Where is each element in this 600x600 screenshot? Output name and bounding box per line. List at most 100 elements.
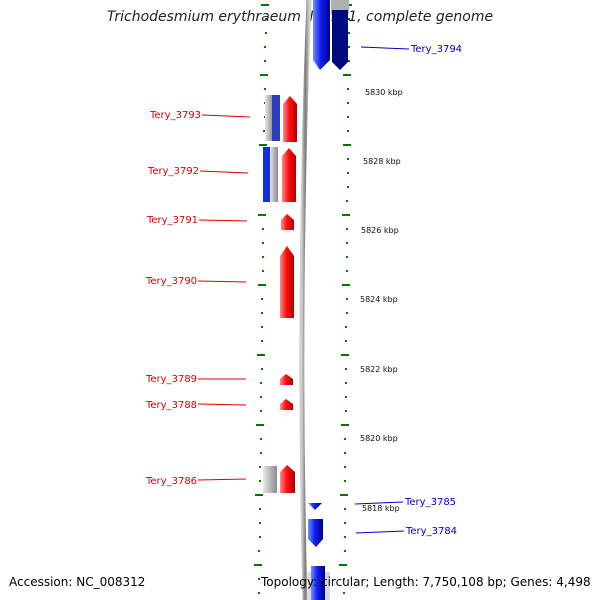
label-leader-line xyxy=(201,114,251,118)
gc-dot xyxy=(261,368,263,370)
gc-dot xyxy=(347,186,349,188)
gc-dot xyxy=(264,46,266,48)
gc-dot xyxy=(348,46,350,48)
label-leader-line xyxy=(199,170,249,174)
blast-hit-gray xyxy=(265,95,273,141)
gene-arrow-tery-3790[interactable] xyxy=(280,246,294,318)
gene-arrow-tery-3784[interactable] xyxy=(308,519,323,547)
scale-tick-label: 5820 kbp xyxy=(360,434,398,443)
blast-hit-gray xyxy=(263,466,277,493)
gc-dot xyxy=(346,270,348,272)
gc-dot xyxy=(259,480,261,482)
label-leader-line xyxy=(197,403,247,406)
label-leader-line xyxy=(197,478,247,481)
gene-label-tery-3784[interactable]: Tery_3784 xyxy=(405,526,457,537)
gene-label-tery-3791[interactable]: Tery_3791 xyxy=(146,215,198,226)
scale-tick-label: 5830 kbp xyxy=(365,88,403,97)
gene-arrow-tery-3793[interactable] xyxy=(283,96,297,142)
gc-dot xyxy=(347,116,349,118)
gene-label-tery-3794[interactable]: Tery_3794 xyxy=(410,44,462,55)
gene-arrow-tery-3785[interactable] xyxy=(308,503,322,510)
scale-tick-label: 5818 kbp xyxy=(362,504,400,513)
gc-dot xyxy=(343,578,345,580)
gc-dot xyxy=(258,592,260,594)
gc-dot xyxy=(261,298,263,300)
gc-content-track-left xyxy=(254,4,269,594)
gc-dot xyxy=(259,522,261,524)
label-leader-line xyxy=(355,530,405,534)
gc-dot xyxy=(258,578,260,580)
gc-dot xyxy=(344,438,346,440)
gc-dot xyxy=(345,382,347,384)
gc-dot xyxy=(255,494,263,496)
gc-dot xyxy=(345,326,347,328)
gc-dot xyxy=(346,242,348,244)
gene-label-tery-3790[interactable]: Tery_3790 xyxy=(145,276,197,287)
gc-dot xyxy=(346,256,348,258)
gc-dot xyxy=(259,536,261,538)
gene-label-tery-3788[interactable]: Tery_3788 xyxy=(145,400,197,411)
gc-dot xyxy=(344,550,346,552)
gc-content-track-right xyxy=(339,4,352,594)
gene-label-tery-3785[interactable]: Tery_3785 xyxy=(404,497,456,508)
gc-dot xyxy=(261,4,269,6)
gene-label-tery-3792[interactable]: Tery_3792 xyxy=(147,166,199,177)
gc-dot xyxy=(345,410,347,412)
gc-dot xyxy=(344,522,346,524)
gene-arrow-tery-3786[interactable] xyxy=(280,465,295,493)
gc-dot xyxy=(344,480,346,482)
gc-dot xyxy=(348,18,350,20)
scale-tick-label: 5828 kbp xyxy=(363,157,401,166)
gc-dot xyxy=(344,536,346,538)
gc-dot xyxy=(341,424,349,426)
gc-dot xyxy=(347,158,349,160)
scale-tick-label: 5822 kbp xyxy=(360,365,398,374)
gc-dot xyxy=(265,18,267,20)
gc-dot xyxy=(348,60,350,62)
gene-arrow-tery-3792[interactable] xyxy=(282,148,296,202)
gc-dot xyxy=(339,564,347,566)
gc-dot xyxy=(347,130,349,132)
gc-dot xyxy=(257,354,265,356)
gc-dot xyxy=(348,32,350,34)
gc-dot xyxy=(341,354,349,356)
gc-dot xyxy=(347,172,349,174)
gc-dot xyxy=(346,298,348,300)
gene-label-tery-3793[interactable]: Tery_3793 xyxy=(149,110,201,121)
blast-hit-blue xyxy=(263,147,270,202)
label-leader-line xyxy=(360,46,410,50)
topology-text: Topology: circular; Length: 7,750,108 bp… xyxy=(261,575,591,589)
genome-backbone xyxy=(299,0,312,600)
gene-arrow-tery-3789[interactable] xyxy=(280,374,293,385)
gc-dot xyxy=(340,494,348,496)
gene-arrow-tery-3788[interactable] xyxy=(280,399,293,410)
gc-dot xyxy=(264,60,266,62)
gene-label-tery-3786[interactable]: Tery_3786 xyxy=(145,476,197,487)
gc-dot xyxy=(342,214,350,216)
gene-arrow-tery-3791[interactable] xyxy=(281,214,294,230)
gene-label-tery-3789[interactable]: Tery_3789 xyxy=(145,374,197,385)
gc-dot xyxy=(343,74,351,76)
gc-dot xyxy=(344,508,346,510)
gene-arrow-tery-3794-part[interactable] xyxy=(332,10,348,70)
blast-hit-gray xyxy=(270,147,278,202)
gc-dot xyxy=(262,270,264,272)
gc-dot xyxy=(347,88,349,90)
gc-dot xyxy=(262,242,264,244)
gc-dot xyxy=(343,592,345,594)
gc-dot xyxy=(346,200,348,202)
gc-dot xyxy=(343,144,351,146)
gc-dot xyxy=(258,214,266,216)
gene-arrow-tery-3794[interactable] xyxy=(313,0,330,70)
gc-dot xyxy=(260,74,268,76)
gc-dot xyxy=(259,466,261,468)
gc-dot xyxy=(347,102,349,104)
gene-arrow-forward-bottom[interactable] xyxy=(311,566,325,600)
scale-tick-label: 5826 kbp xyxy=(361,226,399,235)
gc-dot xyxy=(261,326,263,328)
gc-dot xyxy=(259,508,261,510)
scale-tick-label: 5824 kbp xyxy=(360,295,398,304)
gc-dot xyxy=(258,284,266,286)
gc-dot xyxy=(261,340,263,342)
gc-dot xyxy=(260,396,262,398)
